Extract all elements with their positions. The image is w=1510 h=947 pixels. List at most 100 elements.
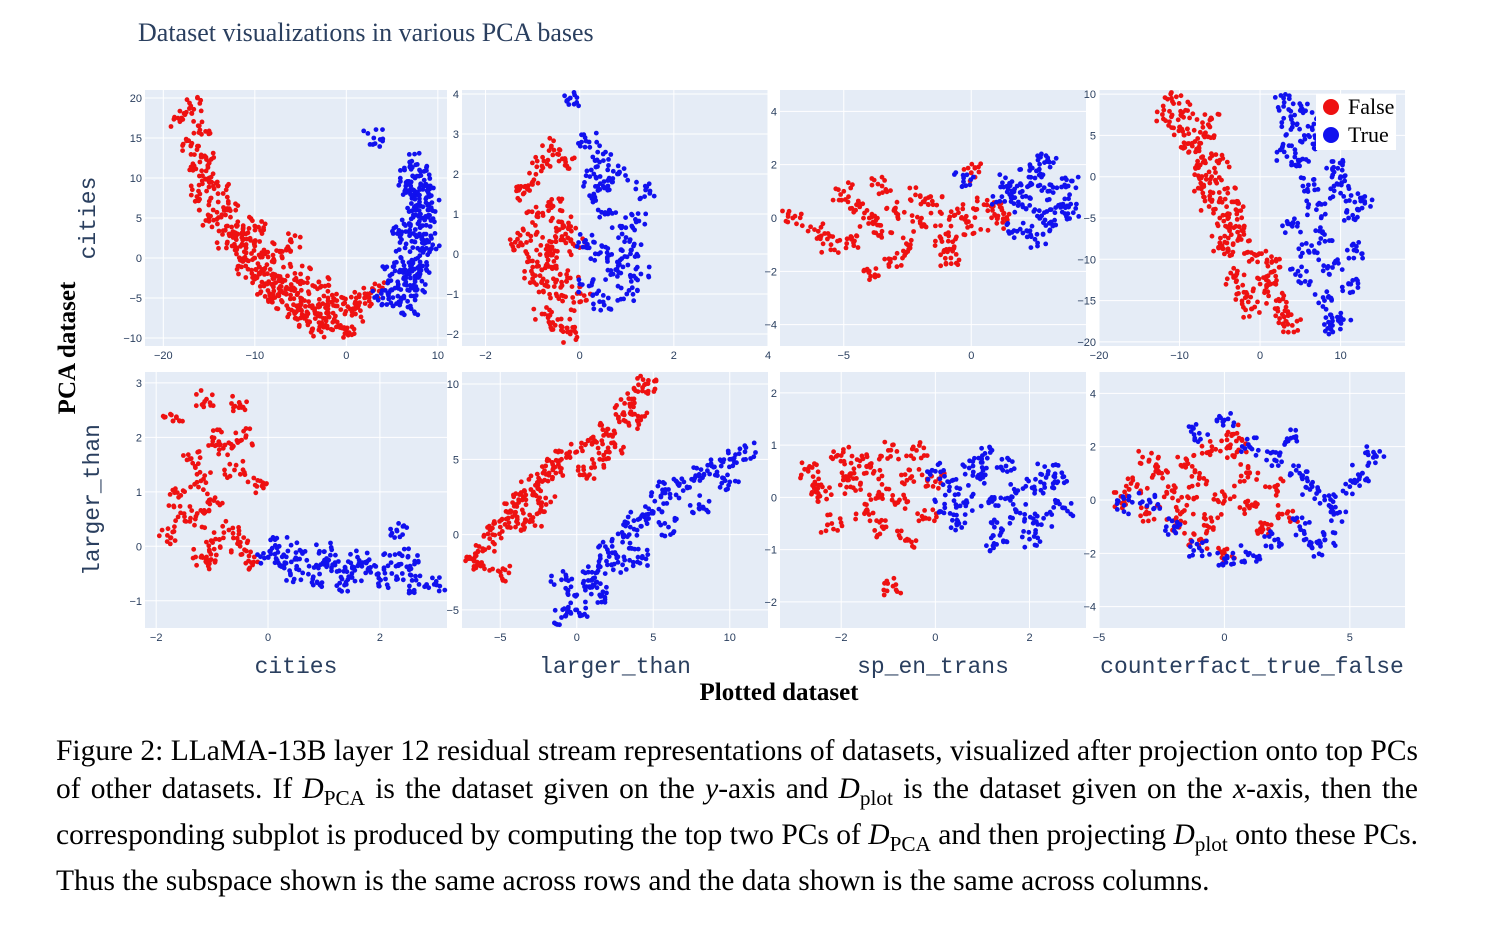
y-tick-label: 5: [136, 213, 142, 225]
data-point: [1189, 143, 1195, 149]
data-point: [618, 397, 624, 402]
data-point: [1024, 228, 1030, 234]
data-point: [635, 253, 641, 259]
data-point: [407, 249, 413, 255]
data-point: [631, 518, 637, 524]
data-point: [550, 467, 556, 473]
data-point: [295, 317, 300, 322]
data-point: [1165, 469, 1170, 475]
data-point: [981, 480, 987, 486]
data-point: [245, 230, 251, 236]
data-point: [603, 277, 608, 282]
data-point: [1302, 279, 1308, 284]
data-point: [622, 557, 628, 563]
data-point: [280, 249, 285, 254]
data-point: [485, 531, 491, 537]
data-point: [1257, 556, 1263, 562]
data-point: [534, 282, 539, 287]
col-label-sp-en-trans: sp_en_trans: [857, 654, 1009, 680]
data-point: [925, 476, 931, 482]
data-point: [1259, 251, 1264, 257]
data-point: [248, 238, 254, 243]
data-point: [928, 210, 934, 216]
data-point: [479, 560, 484, 565]
data-point: [329, 547, 335, 553]
data-point: [416, 274, 421, 280]
data-point: [1238, 208, 1244, 214]
data-point: [475, 548, 481, 554]
data-point: [1064, 478, 1070, 484]
data-point: [582, 144, 588, 150]
data-point: [608, 268, 614, 273]
data-point: [1233, 279, 1239, 285]
data-point: [595, 445, 601, 451]
data-point: [272, 551, 278, 557]
data-point: [810, 474, 816, 479]
data-point: [1251, 435, 1257, 441]
data-point: [612, 444, 618, 450]
y-tick-label: 1: [453, 209, 459, 221]
data-point: [542, 509, 547, 515]
data-point: [862, 501, 868, 507]
data-point: [627, 557, 632, 563]
data-point: [531, 306, 537, 312]
data-point: [259, 267, 265, 272]
data-point: [523, 492, 529, 498]
data-point: [416, 150, 422, 156]
data-point: [922, 508, 927, 513]
data-point: [1239, 301, 1245, 307]
data-point: [559, 615, 564, 620]
data-point: [1189, 464, 1195, 469]
data-point: [1275, 515, 1281, 521]
x-tick-label: 5: [650, 632, 656, 644]
data-point: [233, 430, 239, 436]
data-point: [206, 178, 212, 184]
data-point: [895, 528, 900, 534]
data-point: [392, 552, 398, 557]
data-point: [1059, 176, 1065, 182]
data-point: [597, 299, 602, 305]
data-point: [339, 588, 345, 594]
data-point: [296, 567, 302, 573]
data-point: [534, 247, 539, 253]
data-point: [715, 473, 720, 478]
series-true: [361, 127, 442, 318]
data-point: [370, 142, 376, 147]
data-point: [407, 572, 413, 578]
data-point: [1353, 276, 1359, 282]
data-point: [322, 549, 327, 554]
data-point: [1030, 520, 1036, 526]
data-point: [208, 551, 214, 557]
data-point: [554, 293, 560, 299]
data-point: [1034, 543, 1039, 548]
data-point: [995, 503, 1001, 509]
data-point: [861, 215, 866, 221]
data-point: [274, 557, 280, 563]
data-point: [342, 311, 348, 317]
data-point: [1045, 471, 1051, 477]
y-tick-label: 1: [771, 440, 777, 452]
data-point: [829, 521, 835, 526]
data-point: [404, 564, 410, 570]
data-point: [208, 470, 213, 475]
data-point: [412, 558, 418, 564]
data-point: [1373, 460, 1378, 466]
data-point: [579, 440, 584, 446]
data-point: [350, 564, 355, 569]
data-point: [1113, 490, 1119, 495]
data-point: [917, 218, 923, 224]
data-point: [1007, 231, 1012, 236]
data-point: [1244, 291, 1250, 297]
data-point: [844, 484, 849, 490]
data-point: [1267, 484, 1272, 490]
data-point: [842, 461, 847, 467]
data-point: [1314, 491, 1319, 496]
data-point: [532, 523, 538, 528]
data-point: [867, 462, 873, 467]
data-point: [358, 308, 363, 314]
series-true: [255, 521, 448, 596]
data-point: [555, 248, 560, 254]
data-point: [1059, 470, 1065, 476]
data-point: [492, 548, 497, 554]
data-point: [334, 319, 340, 325]
